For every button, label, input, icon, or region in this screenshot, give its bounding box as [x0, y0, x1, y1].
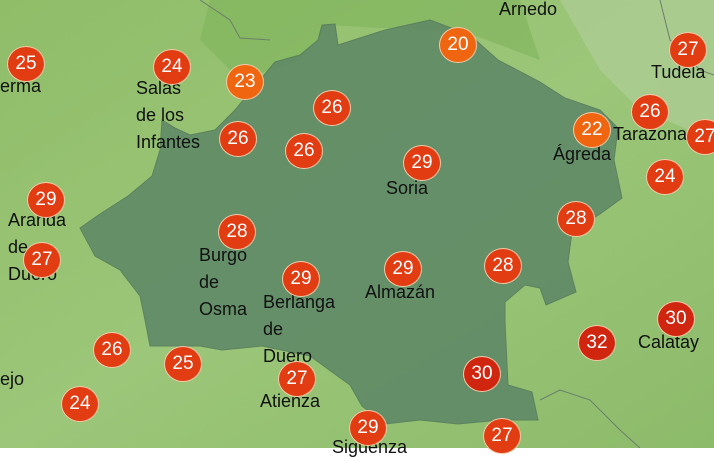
temperature-marker[interactable]: 27: [686, 119, 714, 155]
place-label: Arnedo: [499, 0, 558, 19]
temperature-marker[interactable]: 26: [219, 121, 257, 157]
temperature-marker[interactable]: 29: [403, 145, 441, 181]
temperature-marker[interactable]: 26: [313, 90, 351, 126]
temperature-marker[interactable]: 27: [278, 361, 316, 397]
map-canvas[interactable]: [0, 0, 714, 448]
place-label: Tarazona: [613, 124, 688, 144]
place-label: Almazán: [365, 282, 436, 302]
place-label: Ágreda: [553, 144, 612, 164]
temperature-marker[interactable]: 20: [439, 27, 477, 63]
temperature-marker[interactable]: 28: [557, 201, 595, 237]
temperature-marker[interactable]: 23: [226, 64, 264, 100]
place-label: Berlanga de Duero: [263, 292, 336, 366]
temperature-marker[interactable]: 29: [349, 410, 387, 446]
temperature-marker[interactable]: 28: [218, 214, 256, 250]
temperature-marker[interactable]: 30: [463, 356, 501, 392]
region-border: [539, 389, 641, 448]
temperature-marker[interactable]: 25: [164, 346, 202, 382]
temperature-marker[interactable]: 26: [631, 94, 669, 130]
place-label: ejo: [0, 369, 25, 389]
temperature-marker[interactable]: 27: [23, 242, 61, 278]
temperature-marker[interactable]: 26: [93, 332, 131, 368]
temperature-marker[interactable]: 26: [285, 133, 323, 169]
temperature-marker[interactable]: 30: [657, 301, 695, 337]
temperature-marker[interactable]: 29: [384, 251, 422, 287]
place-label: Burgo de Osma: [199, 245, 248, 319]
temperature-marker[interactable]: 29: [282, 261, 320, 297]
temperature-marker[interactable]: 24: [61, 386, 99, 422]
temperature-marker[interactable]: 27: [483, 418, 521, 454]
place-label: Calatay: [638, 332, 700, 352]
soria-province-region: [79, 19, 623, 425]
temperature-marker[interactable]: 32: [578, 325, 616, 361]
temperature-marker[interactable]: 22: [573, 112, 611, 148]
temperature-marker[interactable]: 27: [669, 32, 707, 68]
temperature-marker[interactable]: 28: [484, 248, 522, 284]
place-label: Salas de los Infantes: [136, 78, 201, 152]
place-label: Atienza: [260, 391, 321, 411]
temperature-marker[interactable]: 24: [153, 49, 191, 85]
place-label: Soria: [386, 178, 429, 198]
temperature-marker[interactable]: 29: [27, 182, 65, 218]
temperature-marker[interactable]: 24: [646, 159, 684, 195]
temperature-marker[interactable]: 25: [7, 46, 45, 82]
